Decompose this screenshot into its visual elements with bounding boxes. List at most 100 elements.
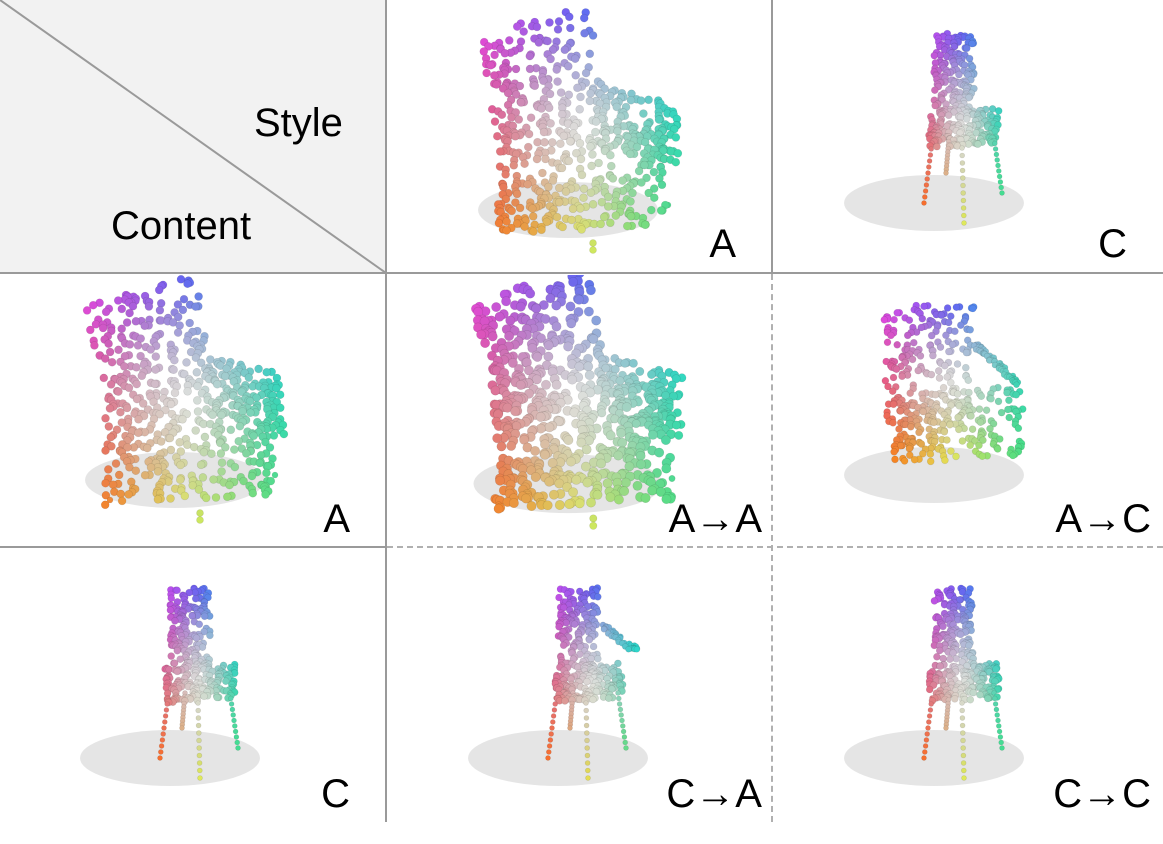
- point: [968, 412, 975, 419]
- point: [641, 493, 650, 502]
- point: [590, 522, 597, 529]
- point: [197, 738, 202, 743]
- point: [105, 423, 113, 431]
- point: [890, 374, 897, 381]
- point: [200, 448, 208, 456]
- point: [960, 708, 965, 713]
- point: [960, 176, 965, 181]
- point: [926, 165, 931, 170]
- point: [531, 472, 540, 481]
- point: [558, 110, 566, 118]
- point: [552, 708, 557, 713]
- point: [946, 421, 953, 428]
- point: [586, 498, 595, 507]
- point: [272, 472, 278, 478]
- point: [987, 425, 994, 432]
- grid-line-dashed: [771, 274, 773, 822]
- point: [584, 307, 593, 316]
- point: [236, 422, 244, 430]
- point: [624, 746, 629, 751]
- point: [612, 212, 620, 220]
- point: [141, 322, 149, 330]
- point: [616, 377, 624, 385]
- point: [557, 89, 565, 97]
- point: [197, 753, 202, 758]
- point: [552, 380, 561, 389]
- point: [138, 372, 146, 380]
- point: [231, 713, 236, 718]
- point: [263, 368, 271, 376]
- point: [945, 112, 952, 119]
- point: [134, 341, 142, 349]
- point: [586, 50, 594, 58]
- point: [966, 55, 973, 62]
- point: [120, 362, 128, 370]
- point: [594, 593, 601, 600]
- point: [585, 370, 594, 379]
- point: [196, 708, 201, 713]
- point: [193, 368, 201, 376]
- point: [961, 746, 966, 751]
- point: [524, 143, 532, 151]
- point: [675, 431, 683, 439]
- point: [553, 213, 561, 221]
- point: [647, 370, 655, 378]
- point: [633, 481, 642, 490]
- point: [605, 695, 612, 702]
- point: [545, 423, 554, 432]
- point: [559, 223, 567, 231]
- shadow: [844, 175, 1024, 231]
- point: [143, 444, 151, 452]
- point: [977, 691, 984, 698]
- point: [636, 460, 645, 469]
- point: [626, 150, 634, 158]
- point: [961, 183, 966, 188]
- point: [132, 467, 140, 475]
- point: [498, 111, 506, 119]
- result-label: C→C: [1053, 774, 1151, 814]
- point: [589, 696, 596, 703]
- row-header-c-cell: C: [0, 548, 386, 844]
- point: [176, 438, 184, 446]
- point: [174, 668, 181, 675]
- point: [954, 361, 961, 368]
- point: [493, 132, 501, 140]
- point: [166, 434, 174, 442]
- point: [192, 427, 200, 435]
- point: [115, 346, 123, 354]
- point: [156, 306, 164, 314]
- point: [994, 445, 1001, 452]
- point: [528, 205, 536, 213]
- point: [503, 226, 511, 234]
- point: [593, 490, 602, 499]
- point: [960, 716, 965, 721]
- point: [176, 322, 184, 330]
- point: [496, 148, 504, 156]
- point: [167, 495, 175, 503]
- point: [995, 107, 1002, 114]
- point: [928, 371, 935, 378]
- point: [609, 174, 617, 182]
- point: [210, 476, 218, 484]
- point: [581, 29, 589, 37]
- point: [576, 139, 584, 147]
- point: [477, 330, 486, 339]
- point: [145, 303, 153, 311]
- point: [245, 374, 253, 382]
- point: [141, 471, 149, 479]
- point: [125, 384, 133, 392]
- point: [946, 656, 953, 663]
- point: [955, 426, 962, 433]
- point: [997, 174, 1002, 179]
- point: [927, 458, 934, 465]
- content-header-label: Content: [111, 206, 251, 246]
- point: [911, 456, 918, 463]
- point: [177, 461, 185, 469]
- point: [157, 299, 165, 307]
- point: [236, 746, 241, 751]
- point: [949, 341, 956, 348]
- point: [171, 660, 178, 667]
- point: [155, 286, 163, 294]
- point: [102, 308, 110, 316]
- point: [563, 342, 572, 351]
